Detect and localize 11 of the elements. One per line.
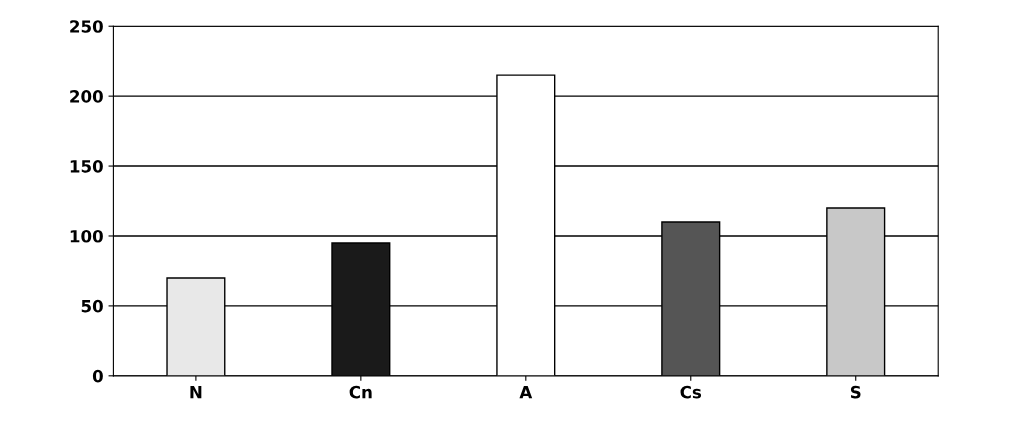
x-tick-label: S [850,385,861,399]
y-tick-label: 100 [70,229,103,243]
y-tick-label: 200 [70,90,103,103]
y-tick-label: 250 [70,20,103,33]
x-tick-label: Cs [680,385,702,399]
x-tick-label: Cn [349,385,372,399]
y-tick-label: 150 [70,160,103,173]
x-tick-label: A [519,386,533,399]
x-tick-label: N [190,386,202,399]
y-tick-label: 0 [92,369,103,383]
y-tick-label: 50 [81,299,103,313]
